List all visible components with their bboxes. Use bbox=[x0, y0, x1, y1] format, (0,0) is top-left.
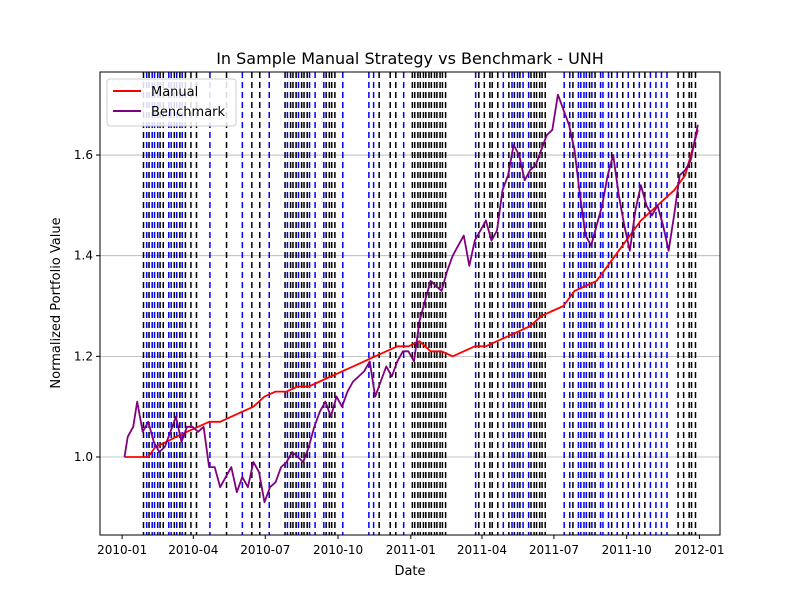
x-tick-label: 2010-10 bbox=[313, 543, 363, 557]
y-axis-label: Normalized Portfolio Value bbox=[49, 217, 64, 388]
x-axis-ticks: 2010-01 2010-04 2010-07 2010-10 2011-01 2011-… bbox=[97, 535, 725, 557]
x-tick-label: 2011-07 bbox=[529, 543, 579, 557]
x-axis-label: Date bbox=[394, 564, 425, 579]
x-tick-label: 2010-01 bbox=[97, 543, 147, 557]
legend-label-manual: Manual bbox=[151, 85, 198, 100]
series-line-manual bbox=[124, 129, 699, 458]
plot-frame bbox=[99, 71, 721, 536]
y-tick-label: 1.6 bbox=[74, 148, 93, 162]
legend-label-benchmark: Benchmark bbox=[151, 105, 226, 120]
x-tick-label: 2011-10 bbox=[602, 543, 652, 557]
y-axis-ticks: 1.0 1.2 1.4 1.6 bbox=[74, 148, 100, 464]
series-line-benchmark bbox=[123, 93, 699, 504]
x-tick-label: 2010-04 bbox=[168, 543, 218, 557]
x-tick-label: 2012-01 bbox=[674, 543, 724, 557]
x-tick-label: 2011-01 bbox=[386, 543, 436, 557]
legend: Manual Benchmark bbox=[106, 78, 237, 127]
y-tick-label: 1.2 bbox=[74, 349, 93, 363]
x-tick-label: 2011-04 bbox=[457, 543, 507, 557]
y-tick-label: 1.0 bbox=[74, 450, 93, 464]
plot-area bbox=[100, 72, 720, 535]
chart-title: In Sample Manual Strategy vs Benchmark -… bbox=[216, 49, 604, 68]
y-tick-label: 1.4 bbox=[74, 249, 93, 263]
signal-lines bbox=[142, 72, 697, 535]
series-lines bbox=[123, 93, 699, 504]
x-tick-label: 2010-07 bbox=[240, 543, 290, 557]
